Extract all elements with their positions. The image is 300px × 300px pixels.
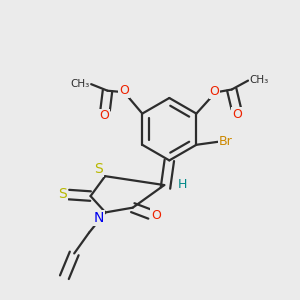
- Text: S: S: [94, 162, 103, 176]
- Text: O: O: [209, 85, 219, 98]
- Text: H: H: [178, 178, 187, 191]
- Text: CH₃: CH₃: [70, 79, 90, 88]
- Text: O: O: [119, 84, 129, 97]
- Text: CH₃: CH₃: [250, 75, 269, 85]
- Text: O: O: [99, 110, 109, 122]
- Text: Br: Br: [219, 135, 233, 148]
- Text: N: N: [94, 211, 104, 225]
- Text: O: O: [232, 108, 242, 121]
- Text: O: O: [151, 208, 161, 222]
- Text: S: S: [58, 187, 67, 201]
